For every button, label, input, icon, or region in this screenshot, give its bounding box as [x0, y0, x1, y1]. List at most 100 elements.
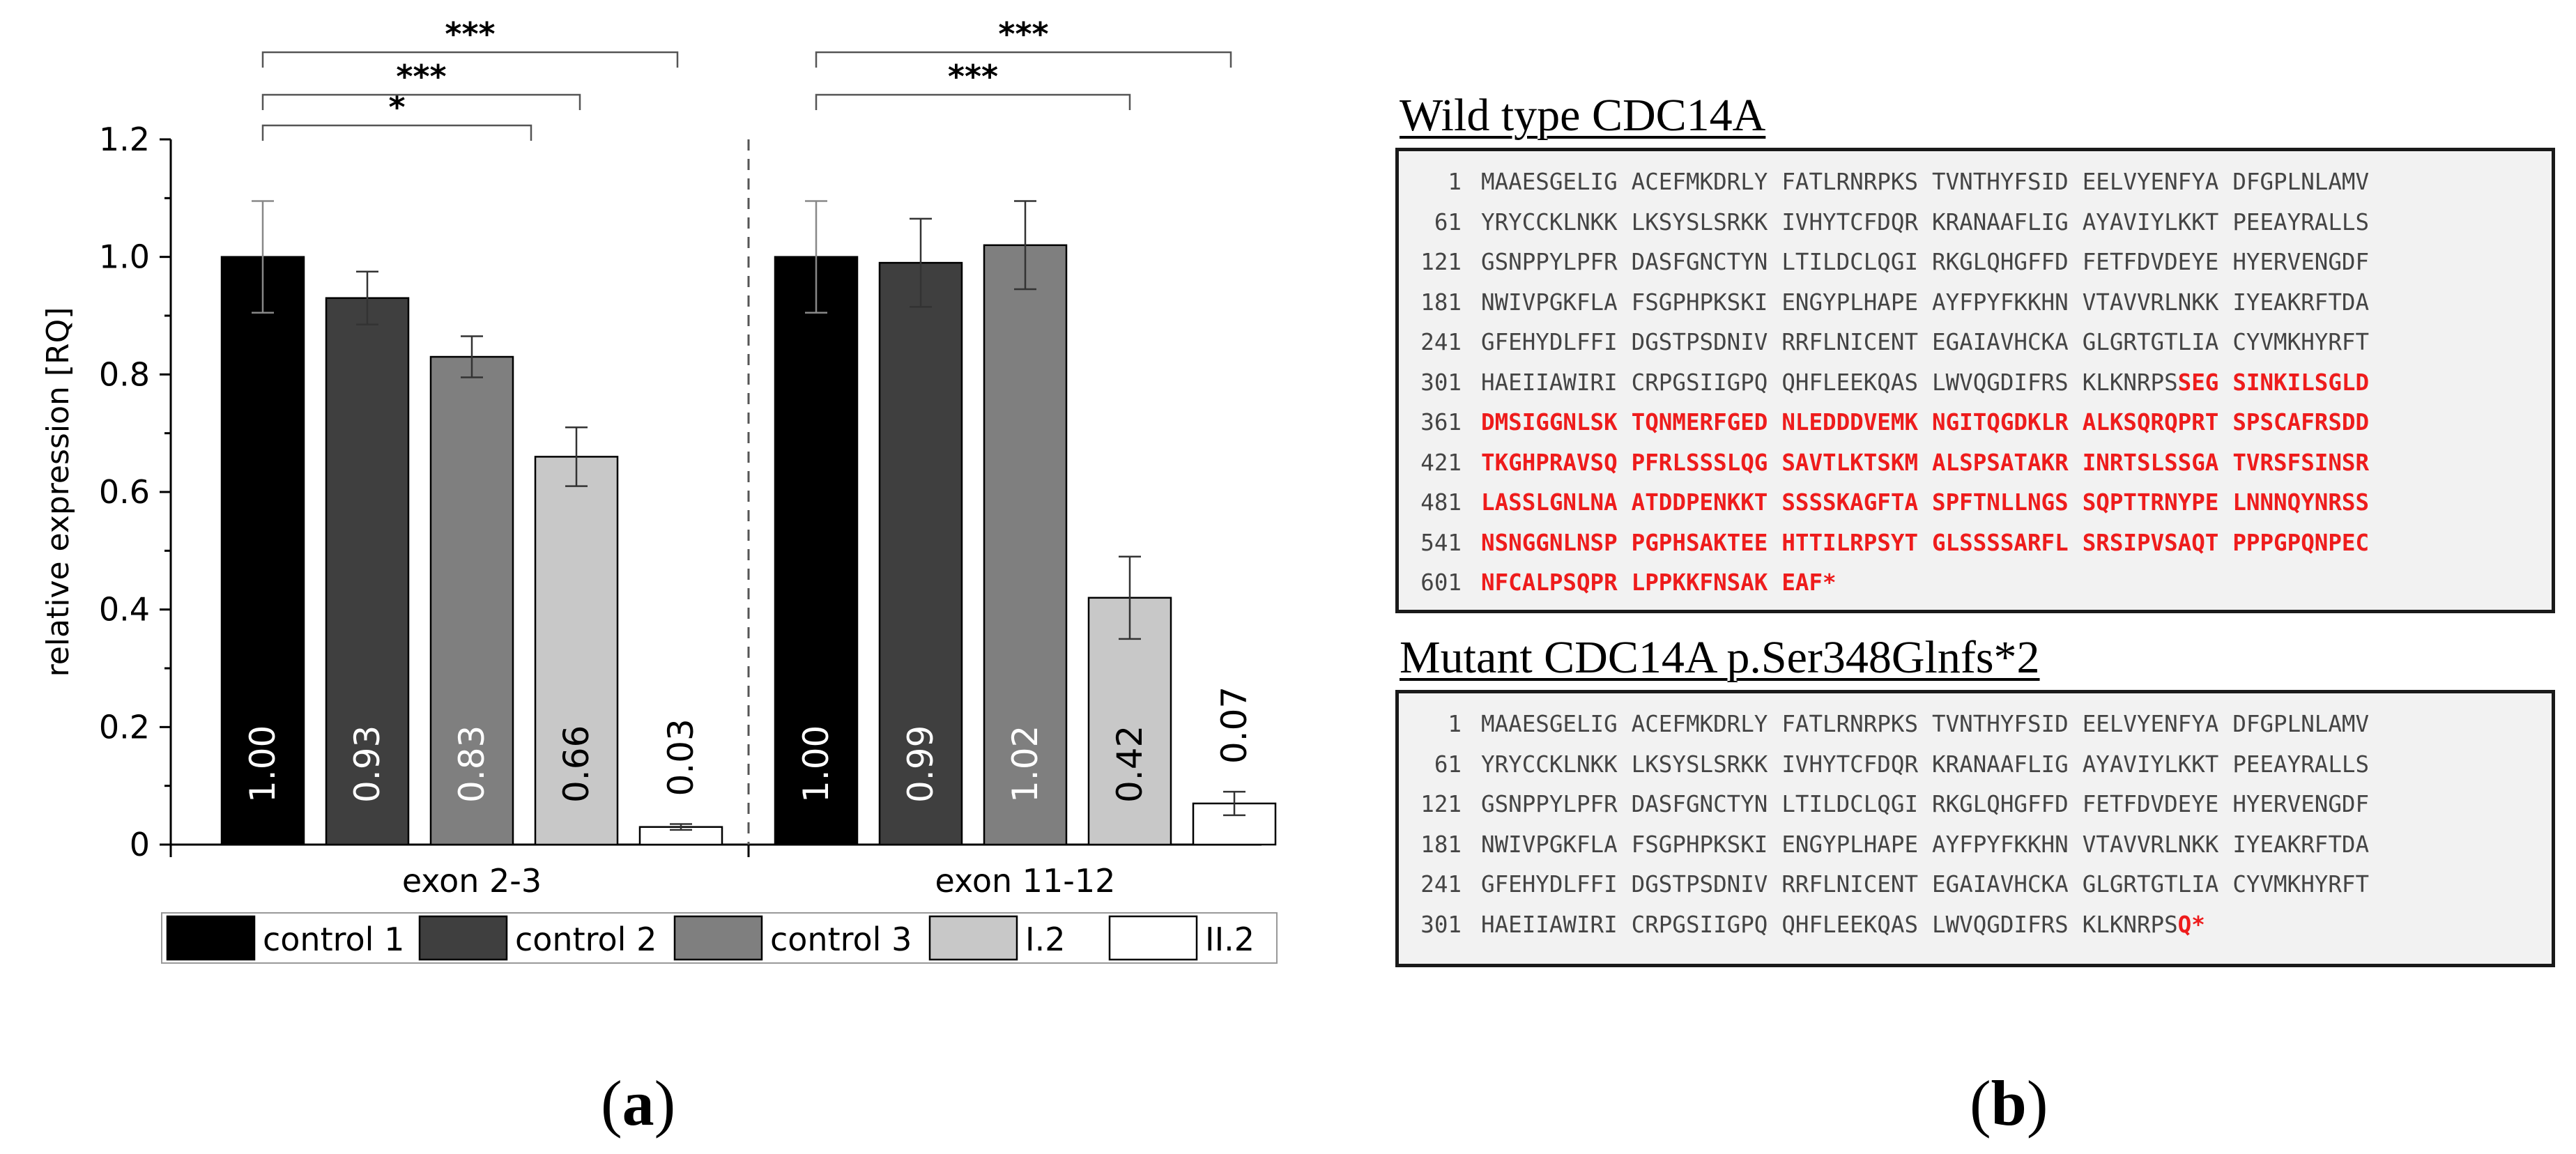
data-label: 0.99 [900, 725, 941, 803]
sequence-chunk: TKGHPRAVSQ [1481, 449, 1618, 476]
sequence-chunk: FETFDVDEYE [2082, 249, 2219, 275]
residue-number: 181 [1420, 288, 1462, 316]
y-tick-label: 1.2 [99, 121, 150, 158]
sequence-chunk: DASFGNCTYN [1631, 791, 1768, 817]
sequence-chunk: DASFGNCTYN [1631, 249, 1768, 275]
y-tick-label: 0 [130, 826, 150, 863]
sequence-chunk: YRYCCKLNKK [1481, 208, 1618, 236]
sequence-chunk: AYAVIYLKKT [2082, 208, 2219, 236]
legend-label: control 3 [770, 921, 912, 958]
sequence-chunk: QHFLEEKQAS [1781, 369, 1919, 396]
sequence-chunk: FATLRNRPKS [1781, 169, 1919, 195]
sequence-chunk: NLEDDDVEMK [1781, 409, 1919, 436]
bar-control-2 [878, 261, 963, 846]
mutant-sequence-line: 301 HAEIIAWIRI CRPGSIIGPQ QHFLEEKQAS LWVQGDI… [1399, 905, 2552, 946]
sequence-chunk: DFGPLNLAMV [2232, 711, 2370, 737]
data-label: 0.07 [1214, 686, 1255, 764]
sequence-chunk: SPFTNLLNGS [1932, 489, 2069, 516]
data-label: 1.00 [796, 725, 836, 803]
data-label: 1.02 [1005, 725, 1045, 803]
sequence-chunk: LKSYSLSRKK [1631, 751, 1768, 778]
legend-label: II.2 [1205, 921, 1255, 958]
sequence-chunk: CRPGSIIGPQ [1631, 911, 1768, 938]
legend-swatch [166, 915, 256, 961]
sequence-chunk: LTILDCLQGI [1781, 249, 1919, 275]
sequence-chunk: HAEIIAWIRI [1481, 369, 1618, 396]
sequence-chunk: IYEAKRFTDA [2232, 288, 2370, 316]
residue-number: 301 [1420, 911, 1462, 938]
sequence-chunk: GSNPPYLPFR [1481, 791, 1618, 817]
data-label: 0.42 [1110, 725, 1150, 803]
sequence-chunk: EELVYENFYA [2082, 169, 2219, 195]
residue-number: 601 [1420, 569, 1462, 596]
legend-swatch [418, 915, 508, 961]
significance-bracket [815, 51, 1232, 68]
residue-number: 481 [1420, 489, 1462, 516]
residue-number: 1 [1448, 169, 1462, 195]
sequence-chunk: CYVMKHYRFT [2232, 329, 2370, 355]
wild_type-sequence-line: 421 TKGHPRAVSQ PFRLSSSLQG SAVTLKTSKM ALSPSAT… [1399, 443, 2552, 484]
wild_type-sequence-line: 121 GSNPPYLPFR DASFGNCTYN LTILDCLQGI RKGLQHG… [1399, 243, 2552, 283]
sequence-chunk: TVNTHYFSID [1932, 711, 2069, 737]
sequence-chunk: DGSTPSDNIV [1631, 329, 1768, 355]
sequence-chunk: FSGPHPKSKI [1631, 288, 1768, 316]
bar-control-1 [774, 256, 859, 846]
sequence-chunk: AYFPYFKKHN [1932, 831, 2069, 858]
sequence-chunk: PEEAYRALLS [2232, 208, 2370, 236]
sequence-chunk: TVNTHYFSID [1932, 169, 2069, 195]
sequence-chunk: LTILDCLQGI [1781, 791, 1919, 817]
sequence-chunk: EELVYENFYA [2082, 711, 2219, 737]
mutant-sequence-line: 241 GFEHYDLFFI DGSTPSDNIV RRFLNICENT EGAIAVH… [1399, 865, 2552, 905]
bar-control-3 [429, 355, 514, 846]
wild_type-sequence-line: 301 HAEIIAWIRI CRPGSIIGPQ QHFLEEKQAS LWVQGDI… [1399, 363, 2552, 403]
significance-label: *** [998, 15, 1048, 53]
sequence-chunk: HYERVENGDF [2232, 249, 2370, 275]
wild_type-sequence-line: 61 YRYCCKLNKK LKSYSLSRKK IVHYTCFDQR KRANAAFL… [1399, 203, 2552, 243]
sequence-chunk: LWVQGDIFRS [1932, 369, 2069, 396]
sequence-chunk: GLSSSSARFL [1932, 529, 2069, 556]
sequence-chunk: TVRSFSINSR [2232, 449, 2370, 476]
sequence-chunk: GSNPPYLPFR [1481, 249, 1618, 275]
wild_type-sequence-line: 361 DMSIGGNLSK TQNMERFGED NLEDDDVEMK NGITQGD… [1399, 403, 2552, 443]
sequence-chunk: ACEFMKDRLY [1631, 711, 1768, 737]
sequence-chunk: NSNGGNLNSP [1481, 529, 1618, 556]
residue-number: 301 [1420, 369, 1462, 396]
sequence-chunk: SRSIPVSAQT [2082, 529, 2219, 556]
sequence-chunk: EGAIAVHCKA [1932, 329, 2069, 355]
wild_type-sequence-line: 481 LASSLGNLNA ATDDPENKKT SSSSKAGFTA SPFTNLL… [1399, 483, 2552, 523]
sequence-chunk: ACEFMKDRLY [1631, 169, 1768, 195]
bar-control-3 [983, 244, 1068, 846]
sequence-chunk: FETFDVDEYE [2082, 791, 2219, 817]
sequence-chunk: TQNMERFGED [1631, 409, 1768, 436]
data-label: 0.66 [556, 725, 597, 803]
sequence-chunk: ALSPSATAKR [1932, 449, 2069, 476]
mutant-sequence-line: 61 YRYCCKLNKK LKSYSLSRKK IVHYTCFDQR KRANAAFL… [1399, 745, 2552, 785]
mutant-sequence-box: 1 MAAESGELIG ACEFMKDRLY FATLRNRPKS TVNTHYFSI… [1395, 690, 2555, 967]
sequence-chunk: NWIVPGKFLA [1481, 831, 1618, 858]
sequence-chunk: HYERVENGDF [2232, 791, 2370, 817]
sequence-chunk: DGSTPSDNIV [1631, 871, 1768, 898]
sequence-chunk: ENGYPLHAPE [1781, 288, 1919, 316]
significance-bracket [815, 93, 1131, 110]
sequence-chunk: FATLRNRPKS [1781, 711, 1919, 737]
significance-bracket [261, 124, 532, 141]
sequence-chunk: SINKILSGLD [2232, 369, 2370, 396]
sequence-chunk: NFCALPSQPR [1481, 569, 1618, 596]
sequence-chunk: KLKNRPSSEG [2082, 369, 2219, 396]
residue-number: 1 [1448, 711, 1462, 737]
residue-number: 121 [1420, 249, 1462, 275]
data-label: 0.93 [347, 725, 388, 803]
sequence-chunk: LWVQGDIFRS [1932, 911, 2069, 938]
sequence-chunk: SSSSKAGFTA [1781, 489, 1919, 516]
sequence-chunk: RRFLNICENT [1781, 871, 1919, 898]
residue-number: 241 [1420, 329, 1462, 355]
sequence-chunk: ENGYPLHAPE [1781, 831, 1919, 858]
y-axis-label: relative expression [RQ] [40, 307, 76, 677]
panel-label-a: (a) [601, 1068, 676, 1139]
significance-bracket [261, 93, 581, 110]
sequence-chunk: KLKNRPSQ* [2082, 911, 2205, 938]
sequence-chunk: NGITQGDKLR [1932, 409, 2069, 436]
significance-label: *** [445, 15, 495, 53]
sequence-chunk: IYEAKRFTDA [2232, 831, 2370, 858]
